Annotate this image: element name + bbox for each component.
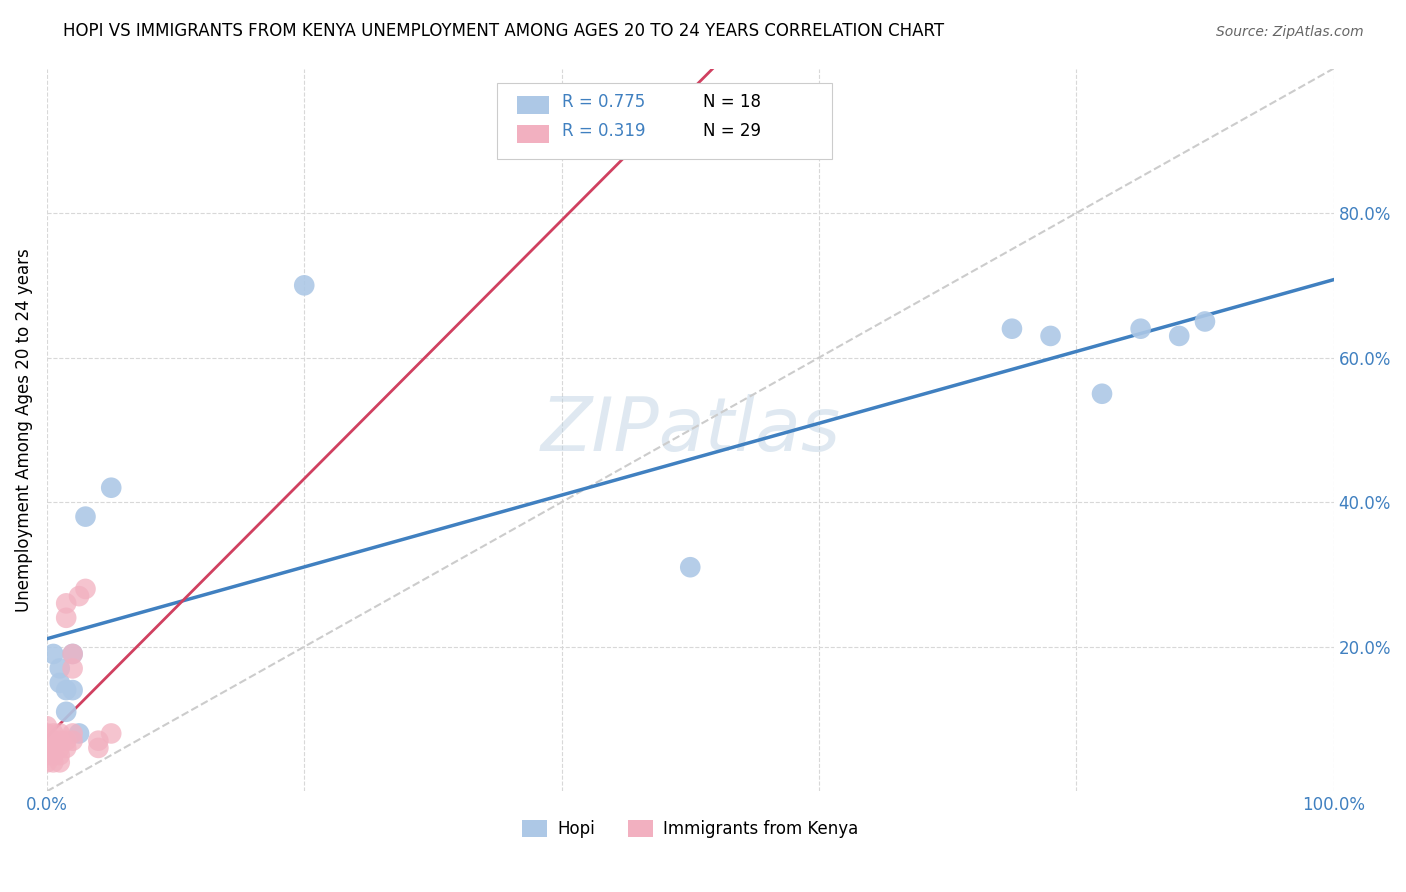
Point [87, 733, 110, 747]
Point [62, 661, 84, 675]
Point [1194, 314, 1216, 328]
Point [35, 719, 58, 733]
Bar [516, 96, 548, 114]
Point [42, 726, 65, 740]
Point [49, 748, 72, 763]
Point [42, 748, 65, 763]
Point [42, 647, 65, 661]
Point [42, 740, 65, 755]
Text: HOPI VS IMMIGRANTS FROM KENYA UNEMPLOYMENT AMONG AGES 20 TO 24 YEARS CORRELATION: HOPI VS IMMIGRANTS FROM KENYA UNEMPLOYME… [63, 21, 945, 39]
Point [49, 733, 72, 747]
Bar [516, 125, 548, 143]
Point [55, 733, 77, 747]
Point [49, 740, 72, 755]
Point [292, 278, 315, 293]
Text: N = 18: N = 18 [703, 94, 761, 112]
Point [67, 589, 90, 603]
Point [1168, 329, 1191, 343]
Point [67, 726, 90, 740]
Text: N = 29: N = 29 [703, 122, 761, 140]
Point [49, 756, 72, 770]
Point [35, 733, 58, 747]
Point [1039, 329, 1062, 343]
Text: R = 0.319: R = 0.319 [561, 122, 645, 140]
Point [49, 661, 72, 675]
Point [55, 596, 77, 610]
Point [1129, 322, 1152, 336]
Point [679, 560, 702, 574]
Point [35, 748, 58, 763]
Point [49, 726, 72, 740]
Point [62, 647, 84, 661]
Point [100, 726, 122, 740]
Point [55, 683, 77, 698]
Point [35, 756, 58, 770]
Point [55, 611, 77, 625]
Point [75, 509, 97, 524]
Point [42, 756, 65, 770]
Text: ZIPatlas: ZIPatlas [540, 394, 841, 466]
Point [42, 733, 65, 747]
Point [62, 733, 84, 747]
Point [62, 683, 84, 698]
Point [55, 740, 77, 755]
Point [55, 705, 77, 719]
FancyBboxPatch shape [498, 83, 832, 159]
Text: Source: ZipAtlas.com: Source: ZipAtlas.com [1216, 25, 1364, 38]
Point [87, 740, 110, 755]
Point [49, 676, 72, 690]
Point [62, 726, 84, 740]
Point [35, 726, 58, 740]
Y-axis label: Unemployment Among Ages 20 to 24 years: Unemployment Among Ages 20 to 24 years [15, 248, 32, 612]
Point [100, 481, 122, 495]
Text: R = 0.775: R = 0.775 [561, 94, 645, 112]
Point [62, 647, 84, 661]
Point [35, 740, 58, 755]
Point [75, 582, 97, 596]
Point [1091, 386, 1114, 401]
Point [1001, 322, 1024, 336]
Legend: Hopi, Immigrants from Kenya: Hopi, Immigrants from Kenya [516, 813, 865, 845]
